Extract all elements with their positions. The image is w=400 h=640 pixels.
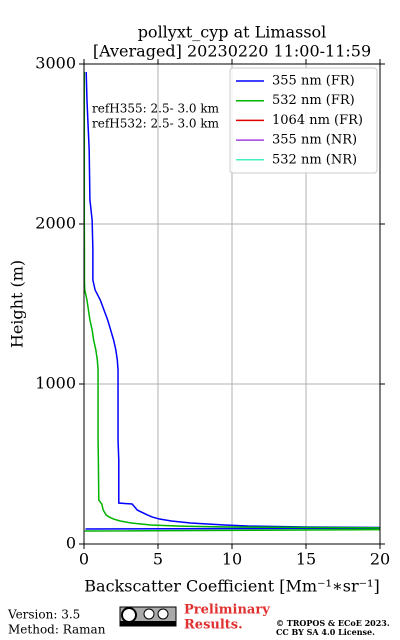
y-tick-label: 3000 (35, 54, 76, 73)
chart-title: [Averaged] 20230220 11:00-11:59 (93, 42, 371, 61)
legend-label: 1064 nm (FR) (272, 113, 363, 128)
data-line (85, 71, 380, 530)
notice: Results. (184, 618, 243, 633)
y-tick-label: 2000 (35, 214, 76, 233)
annotation: refH532: 2.5- 3.0 km (92, 117, 220, 131)
y-tick-label: 1000 (35, 374, 76, 393)
legend-label: 355 nm (NR) (272, 133, 357, 148)
x-tick-label: 0 (79, 550, 89, 569)
x-tick-label: 5 (153, 550, 163, 569)
version: Version: 3.5 (7, 608, 80, 622)
annotation: refH355: 2.5- 3.0 km (92, 102, 220, 116)
y-tick-label: 0 (66, 534, 76, 553)
x-tick-label: 10 (222, 550, 242, 569)
notice: Preliminary (184, 603, 270, 618)
cc-logo (119, 606, 177, 627)
legend-box (229, 67, 378, 174)
copyright: © TROPOS & ECoE 2023. (276, 618, 390, 628)
plot-frame (83, 63, 381, 545)
legend-label: 355 nm (FR) (272, 74, 355, 89)
legend: 355 nm (FR) 532 nm (FR) 1064 nm (FR) 355 nm… (229, 67, 378, 174)
method: Method: Raman (8, 623, 106, 637)
x-tick-label: 20 (370, 550, 390, 569)
chart-title: pollyxt_cyp at Limassol (138, 23, 327, 42)
y-axis-label: Height (m) (8, 260, 27, 348)
legend-label: 532 nm (NR) (272, 152, 357, 167)
x-axis-label: Backscatter Coefficient [Mm⁻¹∗sr⁻¹] (84, 577, 379, 596)
x-tick-label: 15 (296, 550, 316, 569)
copyright: CC BY SA 4.0 License. (276, 627, 375, 637)
legend-label: 532 nm (FR) (272, 93, 355, 108)
